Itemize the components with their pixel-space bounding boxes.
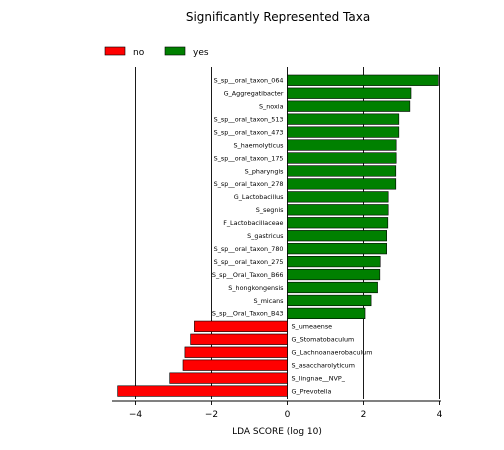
legend-swatch-no (104, 46, 126, 56)
bar (287, 255, 381, 268)
category-label: G_Prevotella (292, 387, 332, 395)
category-label: S_sp__oral_taxon_780 (214, 245, 284, 253)
x-tick-label: −2 (205, 410, 218, 420)
category-label: S_sp__oral_taxon_175 (214, 154, 284, 162)
category-label: S_sp__Oral_Taxon_B43 (212, 310, 284, 318)
x-tick-label: −4 (129, 410, 143, 420)
category-label: G_Stomatobaculum (292, 336, 355, 344)
x-tick-label: 2 (361, 410, 367, 420)
bar (287, 268, 381, 281)
bar (287, 139, 397, 151)
category-label: S_sp__oral_taxon_278 (214, 180, 284, 188)
bar (182, 359, 288, 371)
bar (287, 74, 439, 86)
category-label: S_asaccharolyticum (292, 362, 355, 370)
category-label: G_Lachnoanaerobaculum (292, 349, 373, 357)
bar (287, 191, 389, 203)
category-label: S_pharyngis (245, 167, 285, 175)
category-label: S_sp__oral_taxon_473 (214, 128, 284, 136)
x-axis-label: LDA SCORE (log 10) (232, 427, 322, 437)
legend-label-no: no (133, 48, 145, 58)
category-label: S_lingnae__NVP_ (292, 374, 346, 382)
category-label: S_haemolyticus (233, 141, 284, 149)
bar (287, 165, 397, 177)
bar (287, 152, 397, 164)
category-label: S_sp__oral_taxon_064 (214, 77, 284, 85)
bars (117, 74, 439, 397)
category-labels: S_sp__oral_taxon_064 G_Aggregatibacter S_n… (212, 77, 373, 396)
bar (287, 281, 378, 294)
category-label: G_Lactobacillus (234, 193, 284, 201)
x-axis: −4 −2 0 2 4 (112, 400, 443, 420)
legend-label-yes: yes (193, 48, 209, 58)
bar (287, 307, 366, 320)
category-label: G_Aggregatibacter (224, 90, 284, 98)
chart-title: Significantly Represented Taxa (186, 10, 370, 24)
bar (190, 333, 288, 345)
category-label: S_sp__Oral_Taxon_B66 (212, 271, 284, 279)
bar (117, 385, 288, 397)
bar (194, 320, 288, 332)
category-label: S_gastricus (247, 232, 284, 240)
bar (287, 113, 400, 125)
bar (287, 87, 412, 99)
category-label: S_noxia (259, 103, 284, 111)
category-label: S_sp__oral_taxon_513 (214, 115, 284, 123)
category-label: S_hongkongensis (228, 284, 284, 292)
x-tick-label: 4 (437, 410, 443, 420)
bar (287, 204, 389, 216)
bar (287, 294, 372, 307)
bar (184, 346, 288, 358)
category-label: S_micans (253, 297, 284, 305)
category-label: S_segnis (256, 206, 284, 214)
bar (287, 217, 389, 229)
category-label: S_sp__oral_taxon_275 (214, 258, 284, 266)
bar (287, 178, 397, 190)
legend: no yes (104, 46, 209, 58)
bar (287, 243, 387, 255)
bar (287, 230, 387, 242)
category-label: F_Lactobacillaceae (223, 219, 283, 227)
bar (287, 126, 400, 138)
legend-swatch-yes (164, 46, 186, 56)
bar (287, 100, 411, 112)
x-tick-label: 0 (285, 410, 291, 420)
bar (169, 372, 288, 384)
category-label: S_umeaense (292, 323, 333, 331)
